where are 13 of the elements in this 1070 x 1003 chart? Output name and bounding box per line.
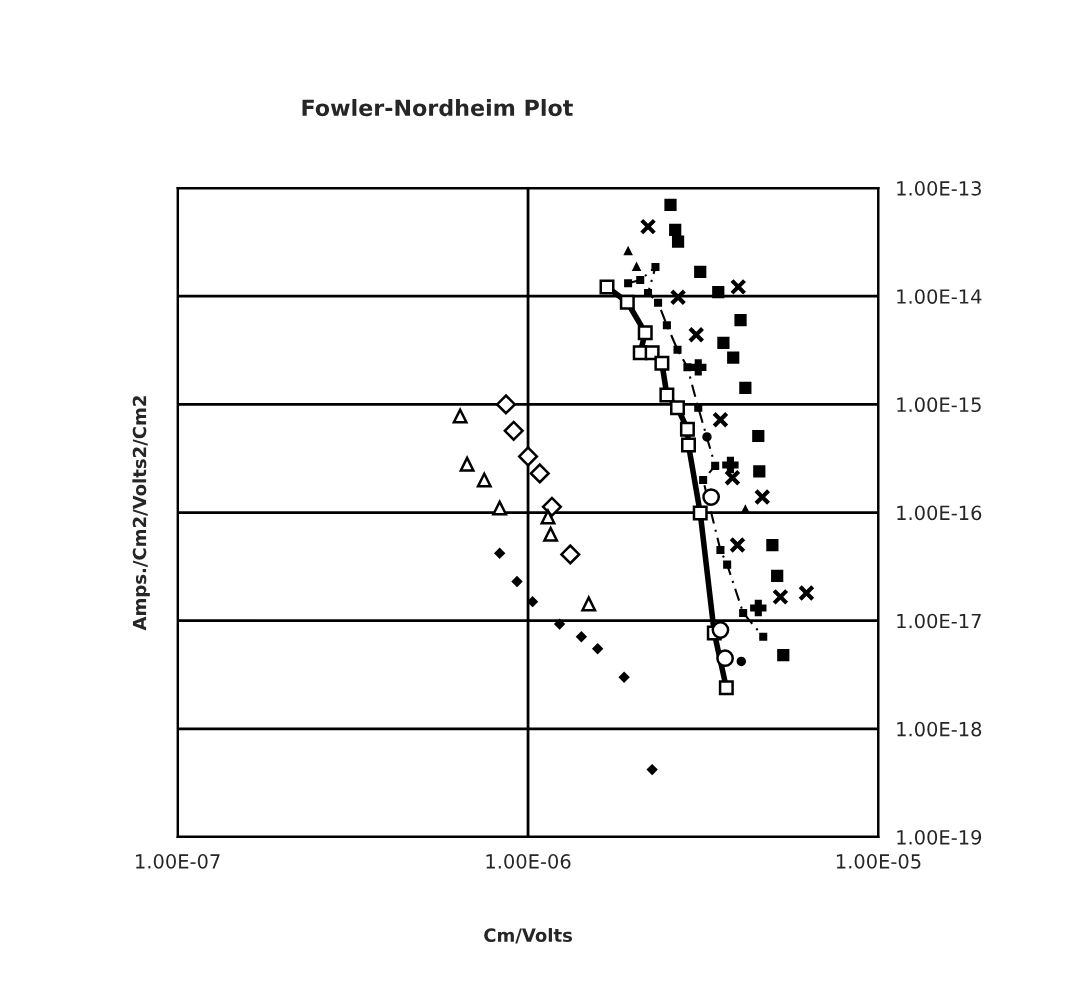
y-tick-label: 1.00E-14 xyxy=(897,289,982,304)
y-axis-title: Amps./Cm2/Volts2/Cm2 xyxy=(132,396,150,631)
x-tick-label: 1.00E-05 xyxy=(836,854,921,869)
y-tick-label: 1.00E-19 xyxy=(897,829,982,845)
x-tick-label: 1.00E-06 xyxy=(486,854,571,869)
y-tick-label: 1.00E-13 xyxy=(897,181,981,196)
y-tick-label: 1.00E-15 xyxy=(897,397,981,413)
chart-title: Fowler-Nordheim Plot xyxy=(302,98,573,117)
y-tick-label: 1.00E-18 xyxy=(897,721,982,737)
y-tick-label: 1.00E-16 xyxy=(897,505,982,521)
x-tick-label: 1.00E-07 xyxy=(136,854,220,869)
y-tick-label: 1.00E-17 xyxy=(897,613,981,629)
x-axis-title: Cm/Volts xyxy=(484,928,572,944)
